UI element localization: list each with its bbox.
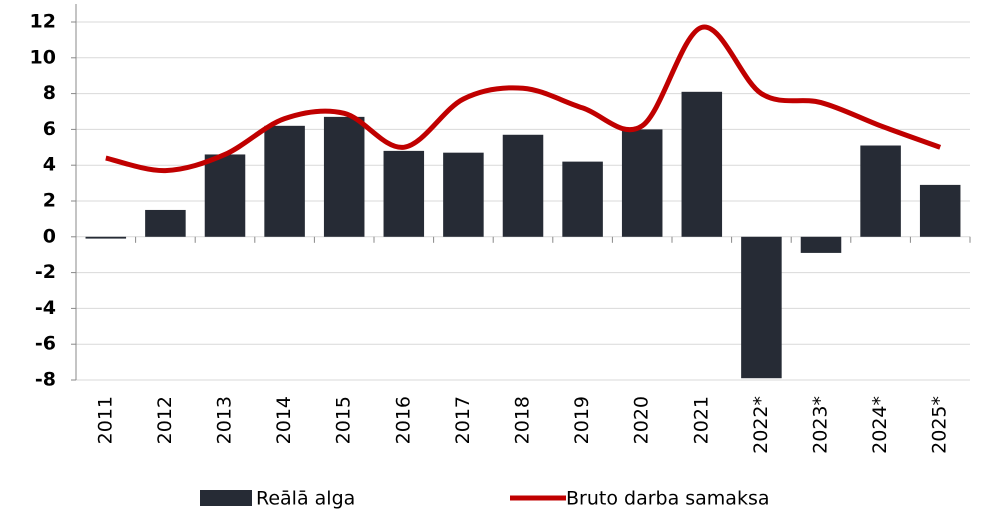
x-tick-label: 2014: [273, 396, 295, 444]
x-tick-label: 2023*: [810, 396, 832, 454]
legend-swatch: [200, 490, 252, 506]
x-tick-label: 2018: [512, 396, 534, 444]
bar: [443, 152, 484, 237]
y-tick-label: 10: [30, 46, 56, 68]
y-tick-label: 8: [43, 82, 56, 104]
x-tick-label: 2019: [571, 396, 593, 444]
bar: [860, 145, 901, 237]
y-tick-label: 0: [43, 225, 56, 247]
bar: [264, 125, 305, 237]
x-tick-label: 2012: [154, 396, 176, 444]
bar: [204, 154, 246, 237]
y-tick-label: -4: [35, 297, 56, 319]
bar: [741, 236, 782, 379]
x-tick-label: 2025*: [929, 396, 951, 454]
bar: [383, 150, 425, 237]
bar: [919, 184, 961, 237]
x-tick-label: 2011: [94, 396, 116, 444]
y-tick-label: -8: [35, 369, 56, 391]
y-tick-label: 6: [43, 118, 56, 140]
line: [105, 24, 942, 174]
bar: [85, 236, 127, 239]
x-tick-label: 2024*: [869, 396, 891, 454]
x-tick-label: 2013: [214, 396, 236, 444]
bar: [145, 209, 186, 237]
x-tick-label: 2015: [333, 396, 355, 444]
x-tick-label: 2022*: [750, 396, 772, 454]
y-tick-label: -2: [35, 261, 56, 283]
legend-label: Reālā alga: [256, 488, 355, 510]
x-tick-label: 2017: [452, 396, 474, 444]
bar: [800, 236, 842, 253]
x-tick-label: 2020: [631, 396, 653, 444]
bar: [621, 129, 663, 237]
y-tick-label: -6: [35, 333, 56, 355]
bar: [502, 134, 544, 237]
x-tick-label: 2021: [690, 396, 712, 444]
bar: [681, 91, 723, 237]
y-tick-label: 4: [43, 154, 56, 176]
bar: [562, 161, 603, 237]
legend-label: Bruto darba samaksa: [566, 488, 770, 510]
y-tick-label: 2: [43, 190, 56, 212]
x-tick-label: 2016: [392, 396, 414, 444]
y-tick-label: 12: [30, 11, 56, 33]
bar: [323, 116, 365, 237]
